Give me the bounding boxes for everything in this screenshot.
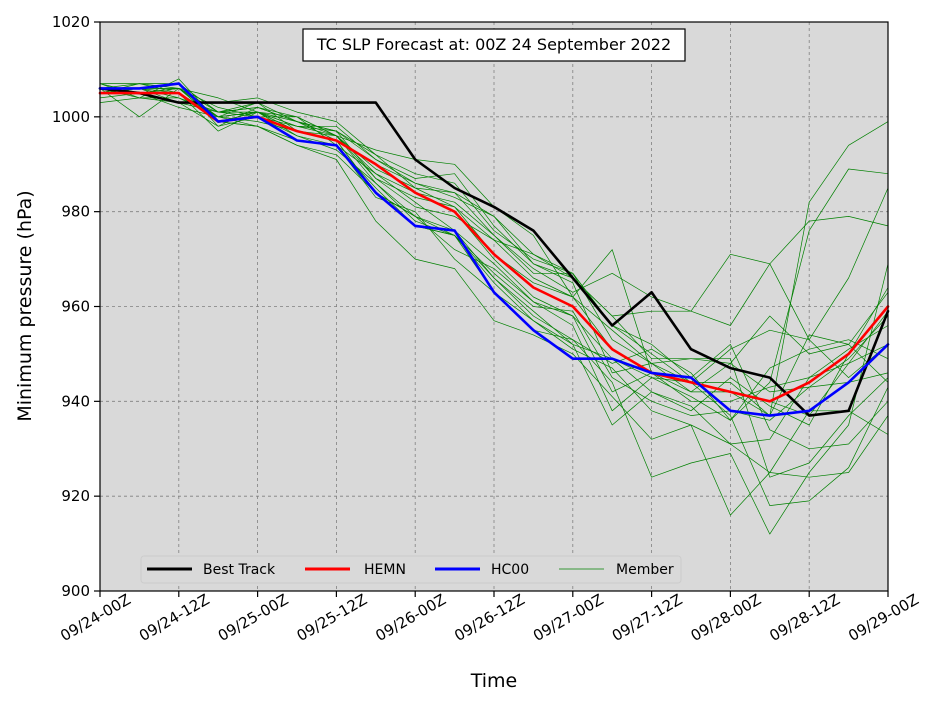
y-tick-label-0: 900	[61, 582, 90, 600]
legend-label-0: Best Track	[203, 562, 276, 578]
title-box: TC SLP Forecast at: 00Z 24 September 202…	[302, 28, 686, 62]
grid	[100, 22, 888, 591]
best-track-line	[98, 87, 890, 417]
member-line-10	[99, 88, 889, 478]
legend-box	[140, 555, 682, 584]
x-tick-label-10: 09/29-00Z	[845, 590, 922, 645]
x-tick-label-4: 09/26-00Z	[372, 590, 449, 645]
member-line-17	[99, 88, 889, 445]
x-tick-label-9: 09/28-12Z	[766, 590, 843, 645]
y-tick-label-2: 940	[61, 392, 90, 410]
hc00-line	[98, 82, 890, 417]
y-tick-label-4: 980	[61, 203, 90, 221]
y-tick-label-5: 1000	[52, 108, 90, 126]
x-tick-label-3: 09/25-12Z	[294, 590, 371, 645]
x-tick-label-8: 09/28-00Z	[688, 590, 765, 645]
x-tick-label-5: 09/26-12Z	[451, 590, 528, 645]
x-tick-label-7: 09/27-12Z	[609, 590, 686, 645]
x-tick-label-1: 09/24-12Z	[136, 590, 213, 645]
chart-title: TC SLP Forecast at: 00Z 24 September 202…	[316, 35, 671, 54]
member-line-19	[99, 83, 889, 393]
x-axis-label: Time	[470, 670, 518, 692]
y-axis-label: Minimum pressure (hPa)	[14, 190, 36, 421]
y-tick-label-6: 1020	[52, 13, 90, 31]
legend: Best Track HEMN HC00 Member	[140, 555, 682, 584]
x-tick-label-6: 09/27-00Z	[530, 590, 607, 645]
y-tick-label-1: 920	[61, 487, 90, 505]
legend-label-3: Member	[616, 562, 674, 578]
series-layer	[98, 78, 890, 535]
x-tick-label-2: 09/25-00Z	[215, 590, 292, 645]
legend-label-2: HC00	[491, 562, 529, 578]
y-tick-label-3: 960	[61, 298, 90, 316]
y-axis: 900 920 940 960 980 1000 1020	[52, 13, 100, 600]
member-line-13	[99, 88, 889, 421]
x-axis: 09/24-00Z 09/24-12Z 09/25-00Z 09/25-12Z 09/2…	[57, 590, 922, 645]
legend-label-1: HEMN	[364, 562, 406, 578]
